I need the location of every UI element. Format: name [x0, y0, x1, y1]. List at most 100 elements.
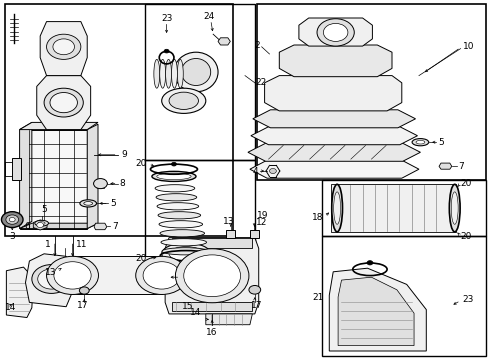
Polygon shape — [165, 238, 259, 314]
Text: 14: 14 — [190, 308, 201, 317]
Bar — [145, 4, 255, 160]
Polygon shape — [226, 230, 235, 238]
Text: 20: 20 — [136, 253, 147, 263]
Ellipse shape — [162, 243, 211, 265]
Circle shape — [47, 34, 81, 59]
Polygon shape — [20, 130, 87, 229]
Circle shape — [175, 249, 249, 303]
Text: 7: 7 — [112, 222, 118, 231]
Ellipse shape — [174, 52, 218, 92]
Text: 22: 22 — [256, 78, 267, 87]
Text: 20: 20 — [461, 179, 472, 188]
Polygon shape — [37, 76, 91, 130]
Text: 6: 6 — [24, 222, 30, 231]
Text: 12: 12 — [256, 217, 267, 227]
Text: 13: 13 — [45, 268, 56, 276]
Polygon shape — [299, 18, 372, 46]
Text: 5: 5 — [439, 138, 444, 147]
Circle shape — [54, 262, 91, 289]
Ellipse shape — [38, 222, 45, 225]
Circle shape — [9, 217, 15, 222]
Text: 4: 4 — [252, 167, 258, 176]
Polygon shape — [6, 267, 33, 318]
Polygon shape — [218, 38, 230, 45]
Polygon shape — [20, 122, 98, 130]
Polygon shape — [73, 256, 162, 294]
Text: 21: 21 — [312, 292, 323, 302]
Text: 7: 7 — [459, 162, 465, 171]
Ellipse shape — [160, 59, 166, 88]
Circle shape — [249, 285, 261, 294]
Text: 19: 19 — [257, 211, 268, 220]
Ellipse shape — [159, 221, 203, 228]
Circle shape — [184, 258, 189, 262]
Ellipse shape — [157, 173, 191, 180]
Polygon shape — [172, 238, 252, 248]
Ellipse shape — [451, 192, 458, 224]
Text: 23: 23 — [161, 14, 172, 23]
Ellipse shape — [155, 185, 195, 192]
Bar — [145, 160, 255, 259]
Polygon shape — [251, 127, 417, 145]
Ellipse shape — [416, 140, 425, 144]
Bar — [322, 236, 486, 356]
Text: 24: 24 — [204, 12, 215, 21]
Text: 2: 2 — [254, 40, 260, 49]
Ellipse shape — [80, 200, 97, 207]
Text: 23: 23 — [463, 295, 474, 304]
Text: 18: 18 — [312, 213, 323, 222]
Polygon shape — [253, 110, 416, 128]
Text: 17: 17 — [251, 301, 263, 310]
Circle shape — [32, 265, 71, 293]
Bar — [322, 180, 486, 236]
Polygon shape — [206, 314, 252, 325]
Polygon shape — [152, 273, 167, 282]
Polygon shape — [12, 158, 21, 180]
Text: 14: 14 — [5, 303, 16, 312]
Ellipse shape — [332, 184, 343, 232]
Bar — [5, 4, 233, 236]
Circle shape — [164, 49, 169, 53]
Ellipse shape — [84, 202, 93, 205]
Ellipse shape — [158, 212, 201, 219]
Ellipse shape — [169, 247, 203, 261]
Circle shape — [270, 168, 276, 174]
Circle shape — [53, 39, 74, 55]
Polygon shape — [338, 277, 414, 346]
Text: 5: 5 — [42, 205, 48, 214]
Circle shape — [44, 88, 83, 117]
Text: 8: 8 — [120, 179, 125, 188]
Polygon shape — [20, 223, 98, 229]
Ellipse shape — [162, 88, 206, 113]
Ellipse shape — [161, 239, 207, 246]
Circle shape — [317, 19, 354, 46]
Polygon shape — [33, 220, 47, 230]
Polygon shape — [20, 122, 32, 229]
Circle shape — [1, 212, 23, 228]
Text: 17: 17 — [76, 301, 88, 310]
Text: 5: 5 — [110, 199, 116, 208]
Ellipse shape — [156, 194, 196, 201]
Circle shape — [367, 261, 373, 265]
Circle shape — [37, 222, 44, 228]
Polygon shape — [279, 45, 392, 77]
Ellipse shape — [154, 59, 160, 88]
Ellipse shape — [172, 59, 177, 88]
Text: 9: 9 — [122, 150, 127, 158]
Ellipse shape — [412, 139, 429, 146]
Polygon shape — [250, 160, 419, 178]
Circle shape — [47, 256, 98, 294]
Ellipse shape — [157, 203, 198, 210]
Polygon shape — [62, 260, 69, 267]
Polygon shape — [94, 223, 107, 230]
Polygon shape — [40, 22, 87, 76]
Text: 15: 15 — [182, 302, 194, 311]
Text: 1: 1 — [45, 240, 51, 249]
Circle shape — [6, 215, 19, 224]
Ellipse shape — [166, 59, 171, 88]
Polygon shape — [25, 254, 73, 307]
Text: 11: 11 — [76, 240, 88, 249]
Polygon shape — [248, 143, 420, 161]
Ellipse shape — [162, 248, 209, 255]
Circle shape — [94, 179, 107, 189]
